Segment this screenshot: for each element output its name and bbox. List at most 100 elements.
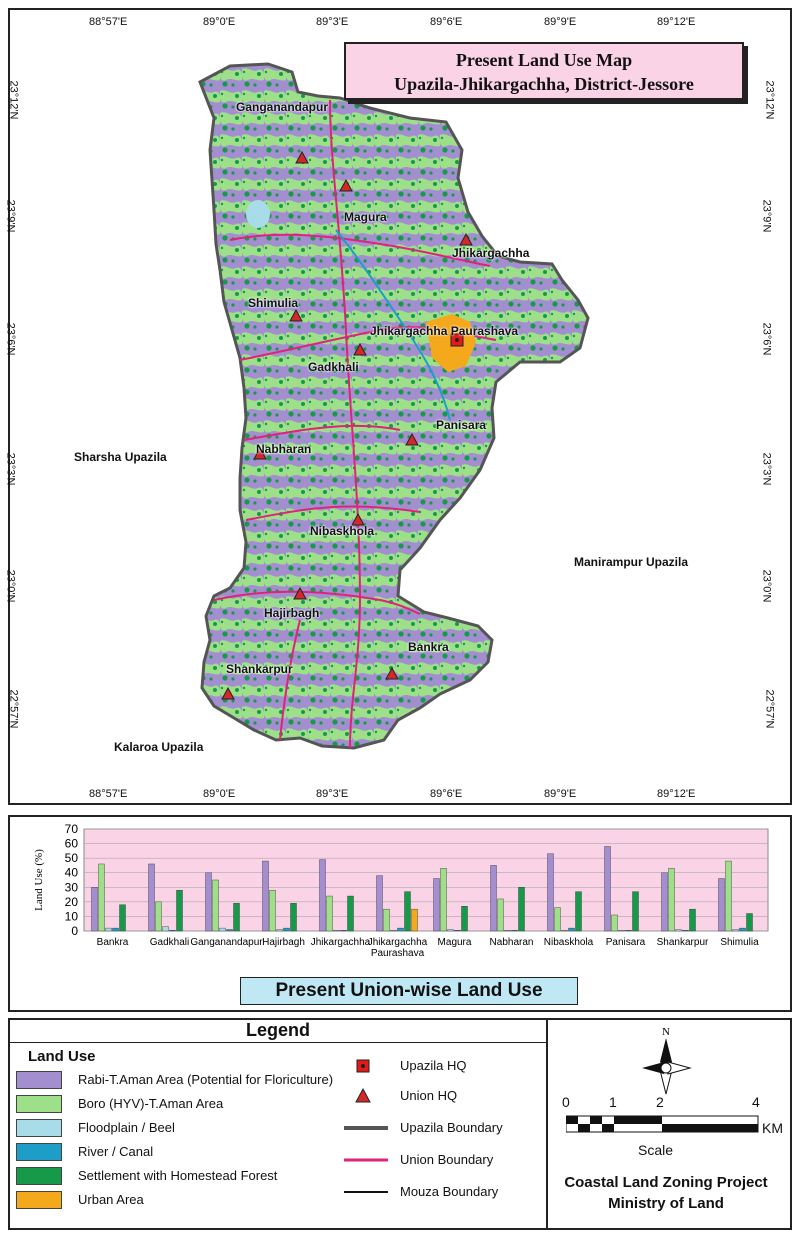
bar [162,926,169,932]
bar [575,891,582,932]
bar [376,875,383,932]
bar [547,853,554,932]
union-label: Gadkhali [308,360,359,374]
y-tick-label: 10 [65,909,79,923]
bar [440,868,447,932]
bar [497,898,504,932]
bar [511,930,518,932]
chart-subtitle: Present Union-wise Land Use [240,977,578,1005]
union-label: Nibaskhola [310,524,375,538]
legend-symbol-label: Mouza Boundary [400,1184,499,1199]
bar [383,908,390,932]
bar [205,872,212,932]
bar [718,878,725,932]
credits: Coastal Land Zoning Project Ministry of … [548,1172,784,1214]
bar [746,913,753,932]
legend-symbol-label: Upazila HQ [400,1058,467,1073]
bar [433,878,440,932]
river-swatch [16,1143,62,1161]
upazila-boundary-legend-icon [344,1126,388,1130]
top-coord-label: 89°9'E [544,16,577,28]
legend-symbol-label: Union HQ [400,1088,458,1103]
bar [119,904,126,932]
bar [732,929,739,932]
floodplain-beel [246,200,270,228]
union-label: Shankarpur [226,662,293,676]
x-tick-label: Jhikargachha [368,937,428,948]
upazila-boundary [198,62,590,750]
top-coord-label: 89°3'E [316,16,349,28]
bar [632,891,639,932]
bar [98,863,105,932]
bar [283,927,290,932]
top-coord-label: 89°0'E [203,16,236,28]
bar [169,930,176,932]
bar [262,860,269,932]
bar [561,930,568,932]
bar [689,908,696,932]
bar [618,930,625,932]
floodplain-swatch [16,1119,62,1137]
bar [604,846,611,932]
bar [233,903,240,932]
settlement-swatch [16,1167,62,1185]
map-title: Present Land Use Map [455,50,633,70]
legend-symbol-label: Union Boundary [400,1152,494,1167]
y-axis-label: Land Use (%) [33,849,45,911]
bar [290,903,297,932]
x-tick-label: Hajirbagh [262,937,305,948]
x-tick-label: Panisara [606,937,646,948]
union-hq-icons [221,150,473,700]
union-boundary-legend-icon [344,1158,388,1162]
union-label: Nabharan [256,442,312,456]
legend-item-label: Rabi-T.Aman Area (Potential for Floricul… [78,1072,334,1087]
bar [411,908,418,932]
bar [148,863,155,932]
bar [461,906,468,932]
legend-item-label: Boro (HYV)-T.Aman Area [78,1096,224,1111]
bar [333,930,340,932]
legend-item-label: Settlement with Homestead Forest [78,1168,278,1183]
bar [504,930,511,932]
legend-item-label: Urban Area [78,1192,144,1207]
map-subtitle: Upazila-Jhikargachha, District-Jessore [394,74,694,94]
north-label: N [662,1026,670,1038]
bar [105,927,112,932]
top-coord-label: 88°57'E [89,16,128,28]
bar [276,929,283,932]
bottom-coord-label: 89°9'E [544,788,577,800]
y-tick-label: 0 [71,924,78,938]
x-tick-label: Nabharan [490,937,534,948]
y-tick-label: 50 [65,851,79,865]
bar [404,891,411,932]
x-tick-label: Shimulia [720,937,759,948]
river [335,229,451,421]
scale-tick: 0 [562,1094,570,1110]
legend-symbol-label: Upazila Boundary [400,1120,503,1135]
bar [176,889,183,932]
y-tick-label: 30 [65,880,79,894]
bar [682,930,689,932]
bar [212,879,219,932]
scale-tick: 2 [656,1094,664,1110]
bar [668,868,675,932]
scale-label: Scale [638,1142,674,1158]
north-arrow-icon: N [642,1026,692,1095]
bar [518,887,525,932]
union-label: Magura [344,210,387,224]
bottom-coord-label: 89°3'E [316,788,349,800]
rabi-swatch [16,1071,62,1089]
bottom-coord-label: 89°0'E [203,788,236,800]
bar [661,872,668,932]
scale-tick: 1 [609,1094,617,1110]
x-tick-label: Nibaskhola [544,937,594,948]
x-tick-label: Paurashava [371,948,425,959]
upazila-hq-legend-icon [356,1059,370,1073]
plot-area [83,828,769,932]
bar [226,929,233,932]
y-tick-label: 20 [65,895,79,909]
bar [219,927,226,932]
union-hq-legend-icon [355,1087,371,1103]
bar [725,860,732,932]
